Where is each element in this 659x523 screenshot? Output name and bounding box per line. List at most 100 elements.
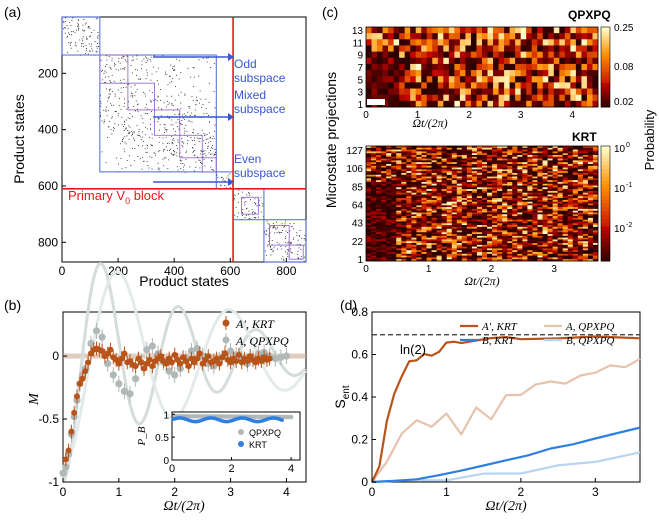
matrix-dot <box>90 45 92 47</box>
matrix-dot <box>91 43 92 45</box>
heat-cell <box>371 244 377 247</box>
heat-cell <box>537 230 543 233</box>
matrix-dot <box>303 238 305 239</box>
heat-cell <box>487 70 494 77</box>
heat-cell <box>471 217 478 220</box>
matrix-dot <box>195 167 197 168</box>
heat-cell <box>497 190 503 194</box>
heat-cell <box>406 246 412 249</box>
matrix-dot <box>84 23 86 25</box>
colorbar-cell <box>601 51 610 55</box>
heat-cell <box>426 183 432 186</box>
heat-cell <box>532 165 538 168</box>
heat-cell <box>557 214 563 217</box>
heat-cell <box>572 250 579 253</box>
heat-cell <box>517 174 523 177</box>
heat-cell <box>454 88 461 95</box>
heat-cell <box>381 208 387 211</box>
heat-cell <box>391 219 397 222</box>
heat-cell <box>517 207 523 210</box>
heat-cell <box>451 259 458 262</box>
matrix-dot <box>99 112 101 114</box>
heat-cell <box>366 199 372 203</box>
heat-cell <box>386 181 392 185</box>
panel-a-frame <box>61 16 307 263</box>
krt-point <box>71 409 78 416</box>
heat-cell <box>502 226 508 229</box>
heat-cell <box>371 216 377 219</box>
heat-cell <box>502 176 508 179</box>
heat-cell <box>461 189 468 192</box>
legend-label-qpxpq: A, QPXPQ <box>235 334 289 348</box>
matrix-dot <box>191 96 193 98</box>
heat-cell <box>512 158 518 161</box>
matrix-dot <box>171 81 173 83</box>
heat-cell <box>396 239 402 242</box>
heat-cell <box>459 45 466 52</box>
heat-cell <box>492 203 498 206</box>
matrix-dot <box>111 133 113 135</box>
qpxpq-point <box>132 375 140 383</box>
heat-cell <box>399 51 405 59</box>
matrix-dot <box>99 116 101 117</box>
heat-cell <box>582 228 589 231</box>
heat-cell <box>567 153 574 156</box>
heat-cell <box>446 257 453 260</box>
heat-cell <box>497 216 503 219</box>
matrix-dot <box>158 151 160 153</box>
heat-cell <box>497 248 503 251</box>
matrix-dot <box>246 208 247 210</box>
heat-cell <box>396 158 402 161</box>
heat-cell <box>404 88 411 95</box>
heat-cell <box>532 230 538 233</box>
heat-cell <box>507 259 513 262</box>
heat-cell <box>482 190 488 194</box>
heat-cell <box>487 225 493 228</box>
matrix-dot <box>163 123 165 125</box>
heat-cell <box>492 163 498 167</box>
heat-cell <box>552 189 558 192</box>
heat-cell <box>577 210 584 213</box>
heat-cell <box>466 180 473 183</box>
matrix-dot <box>233 199 235 201</box>
matrix-dot <box>134 95 136 97</box>
heat-cell <box>527 217 533 220</box>
heat-cell <box>567 259 574 262</box>
heat-cell <box>476 241 483 244</box>
heat-cell <box>562 232 569 235</box>
heat-cell <box>431 232 437 235</box>
heat-cell <box>512 241 518 244</box>
heat-cell <box>515 76 521 83</box>
krt-point <box>62 456 69 463</box>
matrix-dot <box>157 121 159 123</box>
heat-cell <box>562 181 569 185</box>
heat-cell <box>527 158 533 161</box>
heat-cell <box>557 243 563 246</box>
matrix-dot <box>145 152 147 154</box>
heat-cell <box>482 221 488 224</box>
heat-cell <box>476 70 483 77</box>
heat-cell <box>476 33 483 40</box>
heat-cell <box>592 228 599 231</box>
heat-cell <box>376 178 382 181</box>
heat-cell <box>492 190 498 194</box>
heat-cell <box>586 70 593 77</box>
heat-cell <box>592 244 599 247</box>
matrix-dot <box>100 103 102 105</box>
heat-cell <box>396 174 402 177</box>
heat-cell <box>487 234 493 237</box>
inset-xtick-label: 0 <box>169 463 175 475</box>
heat-cell <box>559 70 566 77</box>
heat-cell <box>552 250 558 253</box>
heat-cell <box>366 153 372 156</box>
heat-cell <box>552 237 558 240</box>
panel-c-colorbar-label: Probability <box>642 109 657 170</box>
matrix-dot <box>97 43 98 45</box>
heat-cell <box>487 178 493 181</box>
heat-cell <box>567 246 574 249</box>
heat-cell <box>391 217 397 220</box>
heat-cell <box>461 171 468 174</box>
bottom-ytick-label: 85 <box>352 182 364 193</box>
heat-cell <box>416 199 422 203</box>
heat-cell <box>482 187 488 190</box>
